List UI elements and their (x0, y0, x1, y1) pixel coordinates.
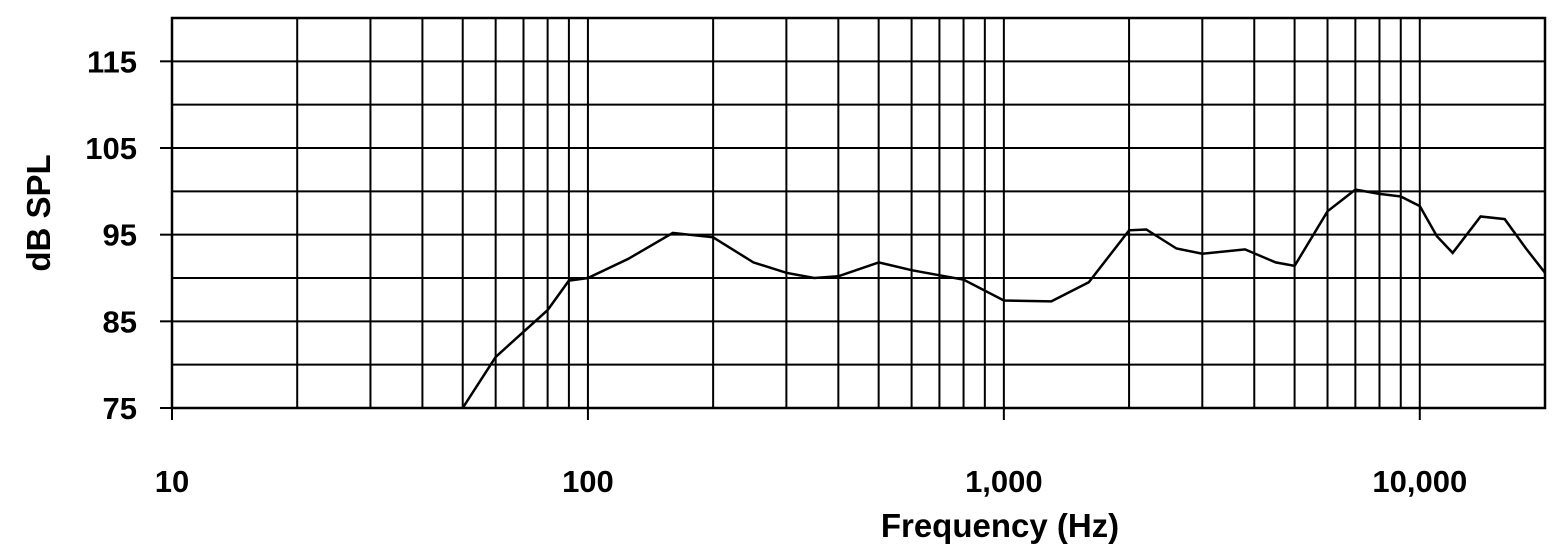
x-tick-label: 10,000 (1372, 464, 1467, 499)
x-axis-ticks: 10 100 1,000 10,000 (155, 408, 1467, 499)
x-tick-label: 10 (155, 464, 189, 499)
y-tick-label: 85 (103, 304, 137, 339)
x-tick-label: 1,000 (965, 464, 1043, 499)
y-tick-label: 115 (87, 44, 137, 79)
x-tick-label: 100 (562, 464, 614, 499)
series-line (461, 188, 1546, 409)
y-axis-ticks: 75 85 95 105 115 (85, 44, 172, 426)
y-axis-label: dB SPL (20, 154, 57, 271)
grid (172, 18, 1545, 408)
y-tick-label: 105 (85, 131, 137, 166)
y-tick-label: 95 (103, 218, 137, 253)
x-axis-label: Frequency (Hz) (881, 507, 1119, 544)
y-tick-label: 75 (103, 391, 137, 426)
plot-frame (170, 16, 1547, 410)
